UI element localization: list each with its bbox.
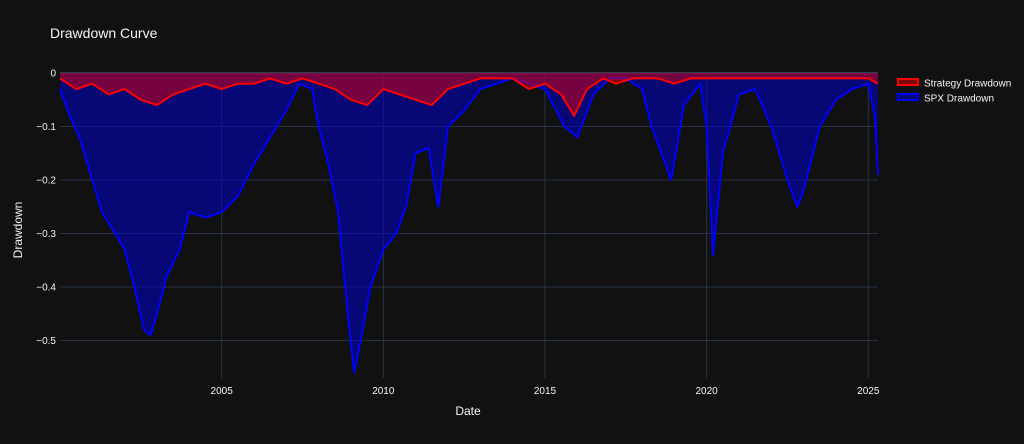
spx-drawdown-area bbox=[60, 73, 878, 373]
legend-swatch bbox=[897, 93, 919, 101]
y-tick-label: 0 bbox=[50, 69, 56, 80]
x-tick-label: 2020 bbox=[696, 386, 719, 397]
x-tick-label: 2005 bbox=[211, 386, 234, 397]
x-axis-title: Date bbox=[455, 404, 481, 418]
y-tick-label: −0.5 bbox=[36, 336, 56, 347]
x-tick-label: 2025 bbox=[857, 386, 880, 397]
spx-drawdown-line bbox=[59, 77, 879, 374]
legend[interactable]: Strategy Drawdown SPX Drawdown bbox=[897, 78, 1011, 105]
legend-swatch bbox=[897, 78, 919, 86]
y-tick-label: −0.1 bbox=[36, 122, 56, 133]
y-axis-ticks: 0 −0.1 −0.2 −0.3 −0.4 −0.5 bbox=[36, 69, 56, 348]
x-tick-label: 2010 bbox=[372, 386, 395, 397]
legend-item-spx-drawdown[interactable]: SPX Drawdown bbox=[897, 93, 994, 105]
y-tick-label: −0.4 bbox=[36, 283, 56, 294]
legend-item-strategy-drawdown[interactable]: Strategy Drawdown bbox=[897, 78, 1011, 90]
legend-label: Strategy Drawdown bbox=[924, 79, 1011, 90]
x-tick-label: 2015 bbox=[534, 386, 557, 397]
y-tick-label: −0.2 bbox=[36, 176, 56, 187]
y-tick-label: −0.3 bbox=[36, 229, 56, 240]
x-axis-ticks: 2005 2010 2015 2020 2025 bbox=[211, 386, 880, 397]
strategy-drawdown-line bbox=[59, 77, 879, 117]
legend-label: SPX Drawdown bbox=[924, 94, 994, 105]
chart-title: Drawdown Curve bbox=[50, 25, 158, 41]
y-axis-title: Drawdown bbox=[11, 202, 25, 259]
series-layer bbox=[59, 73, 879, 374]
